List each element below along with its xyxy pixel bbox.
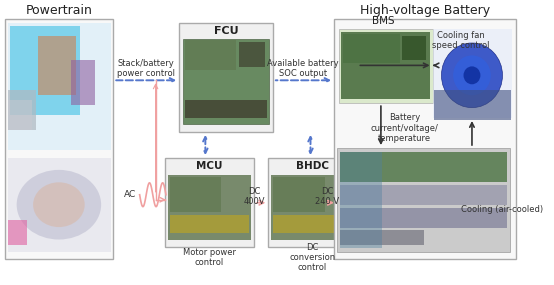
Text: DC
400V: DC 400V	[243, 187, 265, 206]
Text: FCU: FCU	[214, 26, 238, 36]
Bar	[273, 215, 353, 233]
Bar	[273, 177, 325, 212]
Bar	[184, 40, 237, 70]
Bar	[8, 90, 37, 130]
Bar	[340, 230, 424, 245]
Bar	[341, 32, 430, 99]
Bar	[8, 220, 27, 245]
Text: High-voltage Battery: High-voltage Battery	[360, 4, 490, 17]
Bar	[184, 100, 268, 118]
Bar	[334, 19, 516, 259]
Bar	[340, 152, 382, 249]
Bar	[403, 36, 426, 60]
Bar	[434, 90, 511, 120]
Bar	[183, 38, 269, 124]
Bar	[71, 60, 95, 105]
Text: Motor power
control: Motor power control	[183, 248, 235, 267]
Bar	[340, 208, 507, 228]
Bar	[170, 177, 221, 212]
Bar	[271, 175, 355, 239]
Bar	[337, 148, 510, 253]
Bar	[170, 215, 249, 233]
Ellipse shape	[464, 66, 480, 84]
Bar	[340, 152, 507, 182]
Bar	[239, 42, 265, 67]
Bar	[343, 34, 399, 63]
Bar	[38, 36, 76, 95]
Text: BHDC: BHDC	[296, 161, 329, 171]
Ellipse shape	[453, 55, 491, 95]
Bar	[10, 26, 80, 115]
Text: BMS: BMS	[372, 16, 394, 26]
Text: Battery
current/voltage/
temperature: Battery current/voltage/ temperature	[371, 113, 438, 143]
Bar	[179, 23, 273, 132]
Ellipse shape	[33, 182, 85, 227]
Text: Cooling fan
speed control: Cooling fan speed control	[432, 31, 489, 50]
Text: Cooling (air-cooled): Cooling (air-cooled)	[461, 205, 543, 214]
Bar	[268, 158, 357, 247]
Ellipse shape	[17, 170, 101, 239]
Bar	[168, 175, 252, 239]
Text: Powertrain: Powertrain	[25, 4, 93, 17]
Bar	[8, 100, 32, 130]
Ellipse shape	[442, 43, 502, 108]
Bar	[165, 158, 254, 247]
Text: DC
240 V: DC 240 V	[315, 187, 340, 206]
Text: Stack/battery
power control: Stack/battery power control	[117, 59, 175, 78]
Text: DC
conversion
control: DC conversion control	[289, 243, 335, 272]
Bar	[433, 28, 512, 118]
Bar	[8, 158, 111, 253]
Text: MCU: MCU	[196, 161, 222, 171]
Bar	[338, 28, 433, 103]
Text: Available battery
SOC output: Available battery SOC output	[267, 59, 339, 78]
Bar	[8, 23, 111, 150]
Bar	[6, 19, 114, 259]
Text: AC: AC	[124, 190, 136, 199]
Bar	[340, 185, 507, 205]
